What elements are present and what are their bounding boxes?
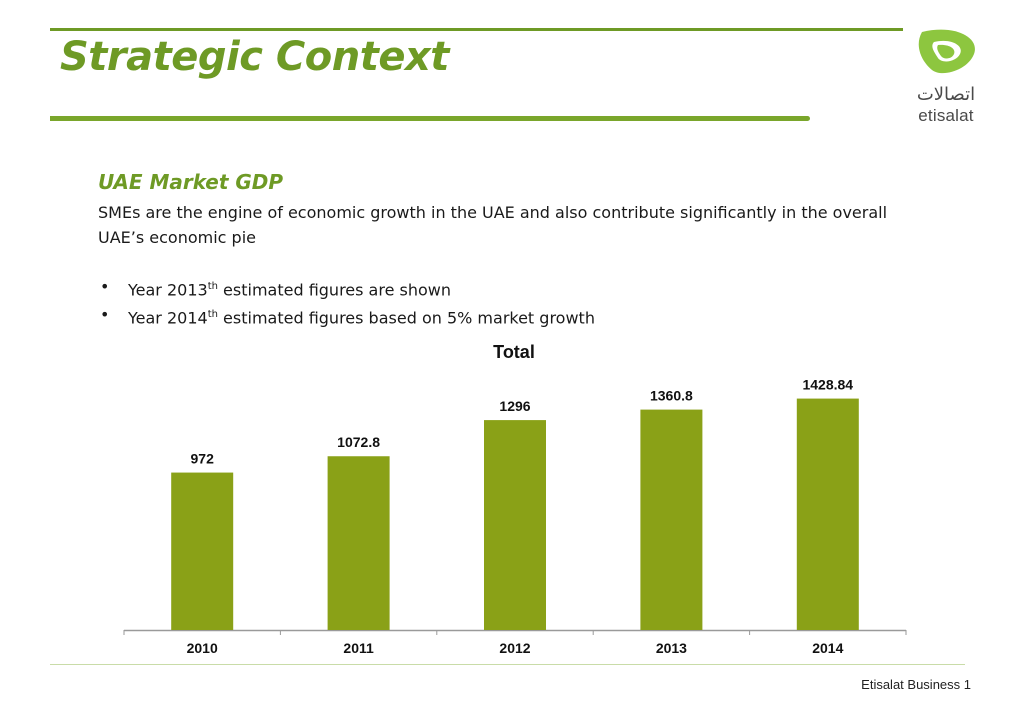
logo-mark-icon [918,29,975,74]
bullet-text: Year 2014 [128,308,208,328]
bar-value-label: 1360.8 [650,388,693,404]
bar-value-label: 1296 [499,398,530,414]
header-top-rule [50,28,903,31]
chart-title: Total [493,342,535,362]
logo-wordmark: etisalat [918,106,974,125]
bar-value-label: 1072.8 [337,434,380,450]
x-tick-label: 2014 [812,640,843,656]
bullet-icon: • [100,305,110,325]
page-title: Strategic Context [60,34,449,80]
gdp-bar-chart: Total 972 2010 1072.8 2011 1296 2012 1360.8 2013… [123,342,907,656]
logo-arabic-text: اتصالات [916,84,976,105]
footer-text: Etisalat Business 1 [861,677,971,692]
bullet-text: Year 2013 [128,280,208,300]
bar [484,420,546,630]
bar [327,456,390,630]
bullet-icon: • [100,277,110,296]
bullet-superscript: th [207,309,218,321]
bar-value-label: 1428.84 [802,377,853,393]
bar [796,398,859,630]
bullet-text: estimated figures based on 5% market gro… [217,308,595,328]
bar [640,409,703,630]
bar-value-label: 972 [191,451,215,467]
x-tick-label: 2010 [187,640,218,656]
header-bottom-rule [50,116,810,121]
x-tick-label: 2013 [656,640,687,656]
bullet-list: • Year 2013th estimated figures are shown… [98,274,595,331]
section-intro: SMEs are the engine of economic growth i… [98,203,888,247]
x-tick-label: 2012 [499,640,530,656]
etisalat-logo: اتصالات etisalat [908,26,984,125]
x-tick-label: 2011 [343,640,374,656]
bullet-item: • Year 2014th estimated figures based on … [98,302,595,330]
bullet-text: estimated figures are shown [217,280,452,300]
bullet-superscript: th [207,281,218,292]
footer-rule [50,664,965,665]
section-heading: UAE Market GDP [98,170,284,194]
bar [171,472,234,630]
bullet-item: • Year 2013th estimated figures are shown [98,274,595,302]
